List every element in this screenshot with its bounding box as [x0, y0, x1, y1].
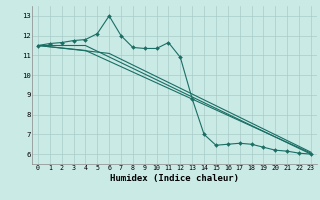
X-axis label: Humidex (Indice chaleur): Humidex (Indice chaleur): [110, 174, 239, 183]
